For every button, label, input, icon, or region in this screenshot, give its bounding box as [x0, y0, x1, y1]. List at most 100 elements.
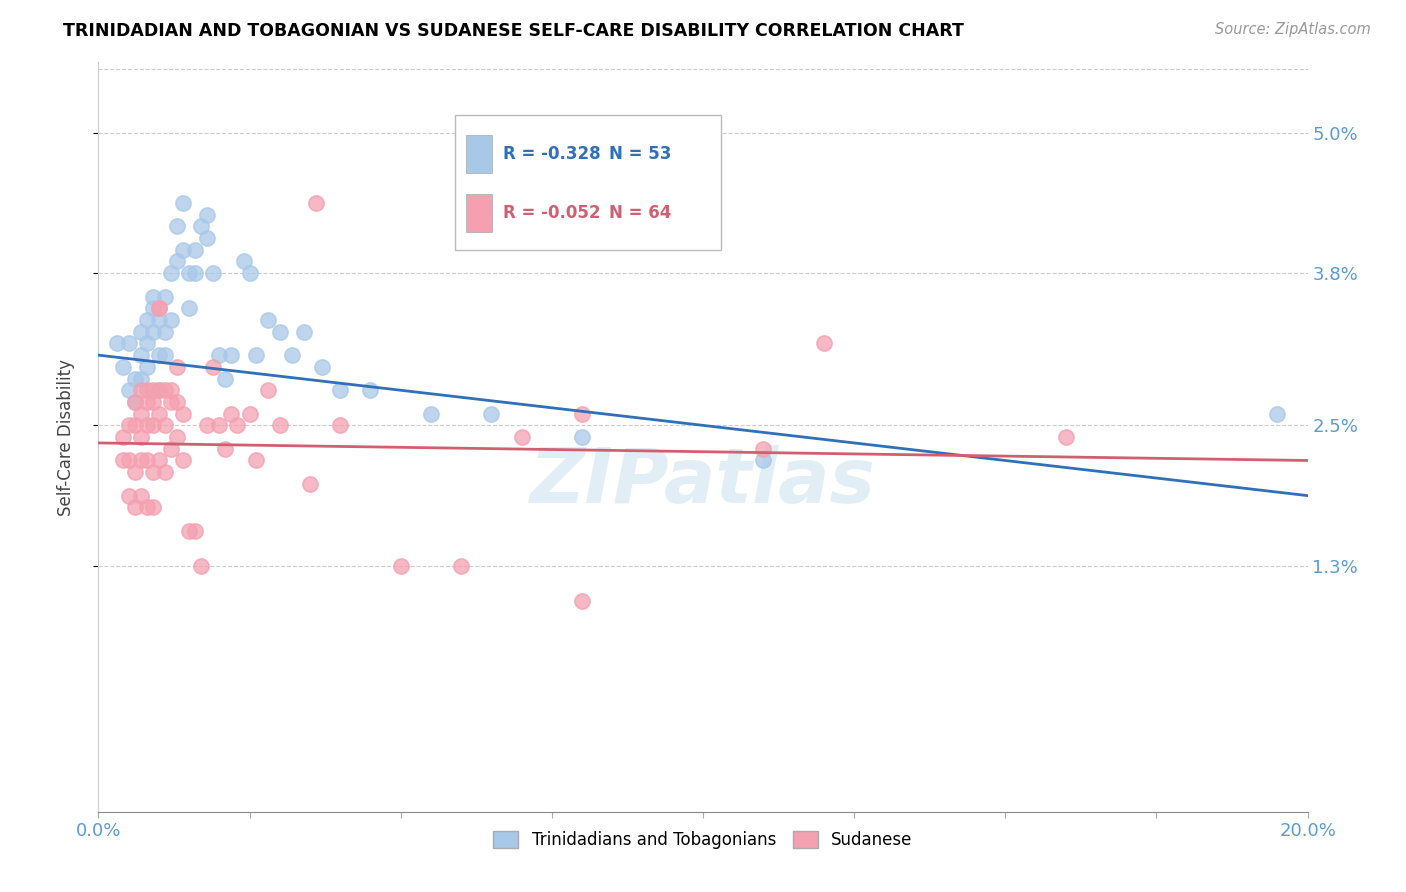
Point: [135, 359, 157, 374]
Point: [172, 407, 194, 421]
Point: [190, 219, 212, 234]
Point: [208, 348, 231, 362]
Point: [160, 384, 183, 398]
Point: [1054, 430, 1077, 444]
Point: [166, 430, 188, 444]
Point: [129, 489, 152, 503]
Point: [160, 395, 183, 409]
Point: [135, 500, 157, 515]
Point: [118, 384, 141, 398]
Point: [481, 407, 503, 421]
Point: [226, 418, 249, 433]
Point: [510, 430, 533, 444]
Point: [129, 325, 152, 339]
Point: [256, 384, 278, 398]
Point: [179, 301, 201, 316]
Point: [124, 395, 146, 409]
Point: [135, 395, 157, 409]
Point: [172, 243, 194, 257]
Point: [160, 313, 183, 327]
Point: [221, 407, 243, 421]
Point: [118, 489, 141, 503]
Point: [311, 359, 333, 374]
Point: [269, 418, 291, 433]
Point: [129, 453, 152, 467]
Point: [208, 418, 231, 433]
Point: [299, 476, 322, 491]
Point: [153, 465, 176, 479]
Point: [166, 254, 188, 268]
Point: [118, 418, 141, 433]
Point: [172, 453, 194, 467]
Point: [111, 430, 134, 444]
Point: [281, 348, 304, 362]
Point: [142, 289, 165, 303]
Point: [124, 500, 146, 515]
Point: [135, 453, 157, 467]
Point: [329, 418, 352, 433]
Point: [135, 336, 157, 351]
Point: [450, 558, 472, 573]
Point: [420, 407, 443, 421]
Point: [148, 407, 170, 421]
Point: [142, 325, 165, 339]
Point: [111, 453, 134, 467]
Point: [105, 336, 128, 351]
Point: [142, 500, 165, 515]
Point: [245, 453, 267, 467]
Point: [179, 266, 201, 280]
Point: [148, 453, 170, 467]
Point: [124, 465, 146, 479]
Point: [153, 418, 176, 433]
Point: [118, 453, 141, 467]
Point: [148, 384, 170, 398]
Y-axis label: Self-Care Disability: Self-Care Disability: [56, 359, 75, 516]
Point: [124, 395, 146, 409]
Point: [166, 395, 188, 409]
Point: [202, 359, 225, 374]
Point: [292, 325, 315, 339]
Point: [153, 348, 176, 362]
Point: [142, 418, 165, 433]
Point: [124, 371, 146, 385]
Point: [135, 418, 157, 433]
Point: [195, 231, 218, 245]
Point: [202, 266, 225, 280]
Point: [153, 289, 176, 303]
Point: [172, 196, 194, 211]
Point: [389, 558, 412, 573]
Point: [111, 359, 134, 374]
Point: [245, 348, 267, 362]
Point: [148, 348, 170, 362]
Point: [129, 384, 152, 398]
Text: TRINIDADIAN AND TOBAGONIAN VS SUDANESE SELF-CARE DISABILITY CORRELATION CHART: TRINIDADIAN AND TOBAGONIAN VS SUDANESE S…: [63, 22, 965, 40]
Point: [148, 301, 170, 316]
Point: [329, 384, 352, 398]
Point: [184, 266, 207, 280]
Point: [153, 384, 176, 398]
Point: [184, 243, 207, 257]
Point: [142, 384, 165, 398]
Point: [160, 266, 183, 280]
Point: [214, 442, 236, 456]
Point: [305, 196, 328, 211]
Point: [118, 336, 141, 351]
Text: ZIPatlas: ZIPatlas: [530, 445, 876, 519]
Point: [360, 384, 382, 398]
Point: [153, 325, 176, 339]
Point: [129, 348, 152, 362]
Point: [129, 430, 152, 444]
Point: [269, 325, 291, 339]
Point: [752, 442, 775, 456]
Point: [142, 301, 165, 316]
Point: [256, 313, 278, 327]
Point: [135, 313, 157, 327]
Point: [166, 359, 188, 374]
Point: [148, 301, 170, 316]
Point: [166, 219, 188, 234]
Text: Source: ZipAtlas.com: Source: ZipAtlas.com: [1215, 22, 1371, 37]
Point: [179, 524, 201, 538]
Point: [571, 407, 593, 421]
Point: [129, 371, 152, 385]
Point: [142, 395, 165, 409]
